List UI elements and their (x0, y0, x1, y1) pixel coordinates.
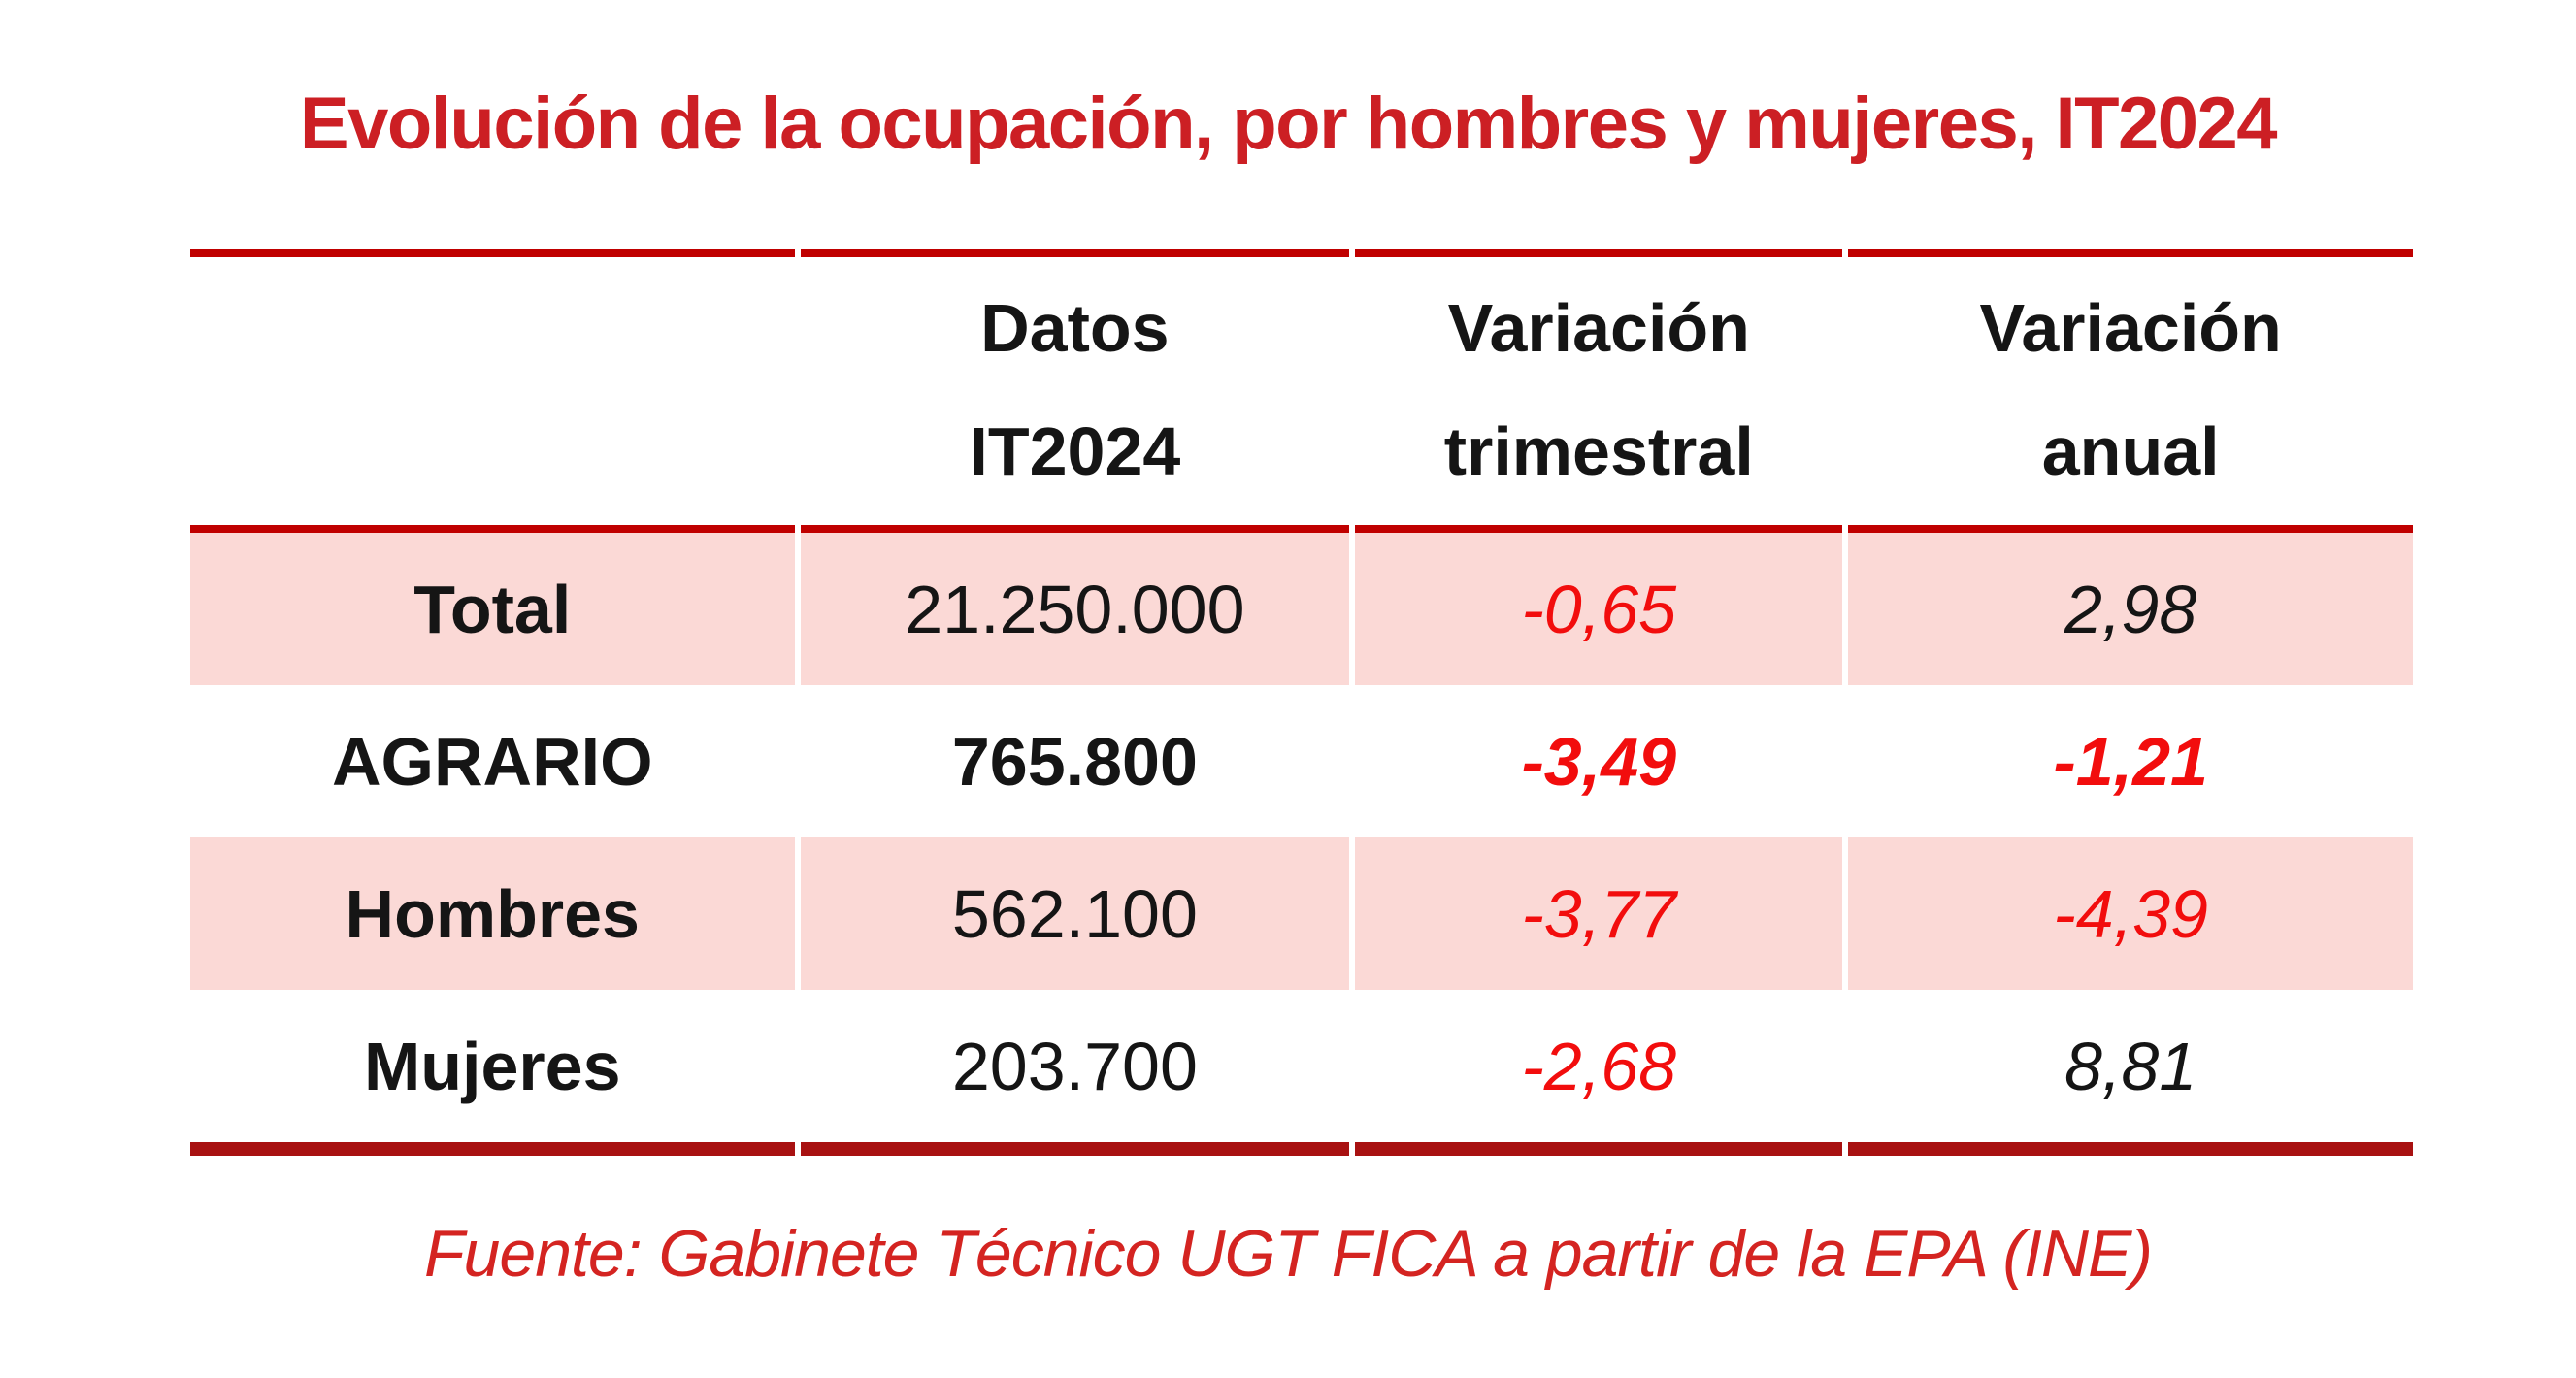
header-cell-empty (190, 249, 795, 525)
cell-agrario-variacion-trimestral: -3,49 (1355, 685, 1843, 837)
table-row-agrario: AGRARIO 765.800 -3,49 -1,21 (190, 685, 2413, 837)
cell-mujeres-datos: 203.700 (800, 990, 1350, 1156)
header-line: Variación (1979, 290, 2282, 366)
cell-hombres-datos: 562.100 (800, 837, 1350, 990)
cell-agrario-datos: 765.800 (800, 685, 1350, 837)
header-line: Datos (980, 290, 1170, 366)
cell-agrario-variacion-anual: -1,21 (1848, 685, 2413, 837)
header-line: trimestral (1443, 413, 1754, 489)
cell-mujeres-variacion-trimestral: -2,68 (1355, 990, 1843, 1156)
header-row: Datos IT2024 Variación trimestral Variac… (190, 249, 2413, 525)
table-row-hombres: Hombres 562.100 -3,77 -4,39 (190, 837, 2413, 990)
header-cell-variacion-trimestral: Variación trimestral (1355, 249, 1843, 525)
row-label-total: Total (190, 525, 795, 685)
header-cell-datos: Datos IT2024 (800, 249, 1350, 525)
employment-table: Datos IT2024 Variación trimestral Variac… (184, 249, 2419, 1156)
header-line: IT2024 (969, 413, 1181, 489)
cell-total-variacion-anual: 2,98 (1848, 525, 2413, 685)
table-row-total: Total 21.250.000 -0,65 2,98 (190, 525, 2413, 685)
cell-total-datos: 21.250.000 (800, 525, 1350, 685)
page-title: Evolución de la ocupación, por hombres y… (299, 82, 2278, 165)
row-label-agrario: AGRARIO (190, 685, 795, 837)
header-line: Variación (1447, 290, 1750, 366)
table-row-mujeres: Mujeres 203.700 -2,68 8,81 (190, 990, 2413, 1156)
cell-total-variacion-trimestral: -0,65 (1355, 525, 1843, 685)
header-line: anual (2041, 413, 2220, 489)
cell-hombres-variacion-anual: -4,39 (1848, 837, 2413, 990)
header-cell-variacion-anual: Variación anual (1848, 249, 2413, 525)
data-table: Datos IT2024 Variación trimestral Variac… (184, 249, 2419, 1156)
row-label-hombres: Hombres (190, 837, 795, 990)
row-label-mujeres: Mujeres (190, 990, 795, 1156)
header-line (190, 390, 795, 513)
cell-hombres-variacion-trimestral: -3,77 (1355, 837, 1843, 990)
header-line (190, 267, 795, 390)
source-note: Fuente: Gabinete Técnico UGT FICA a part… (424, 1217, 2153, 1291)
cell-mujeres-variacion-anual: 8,81 (1848, 990, 2413, 1156)
